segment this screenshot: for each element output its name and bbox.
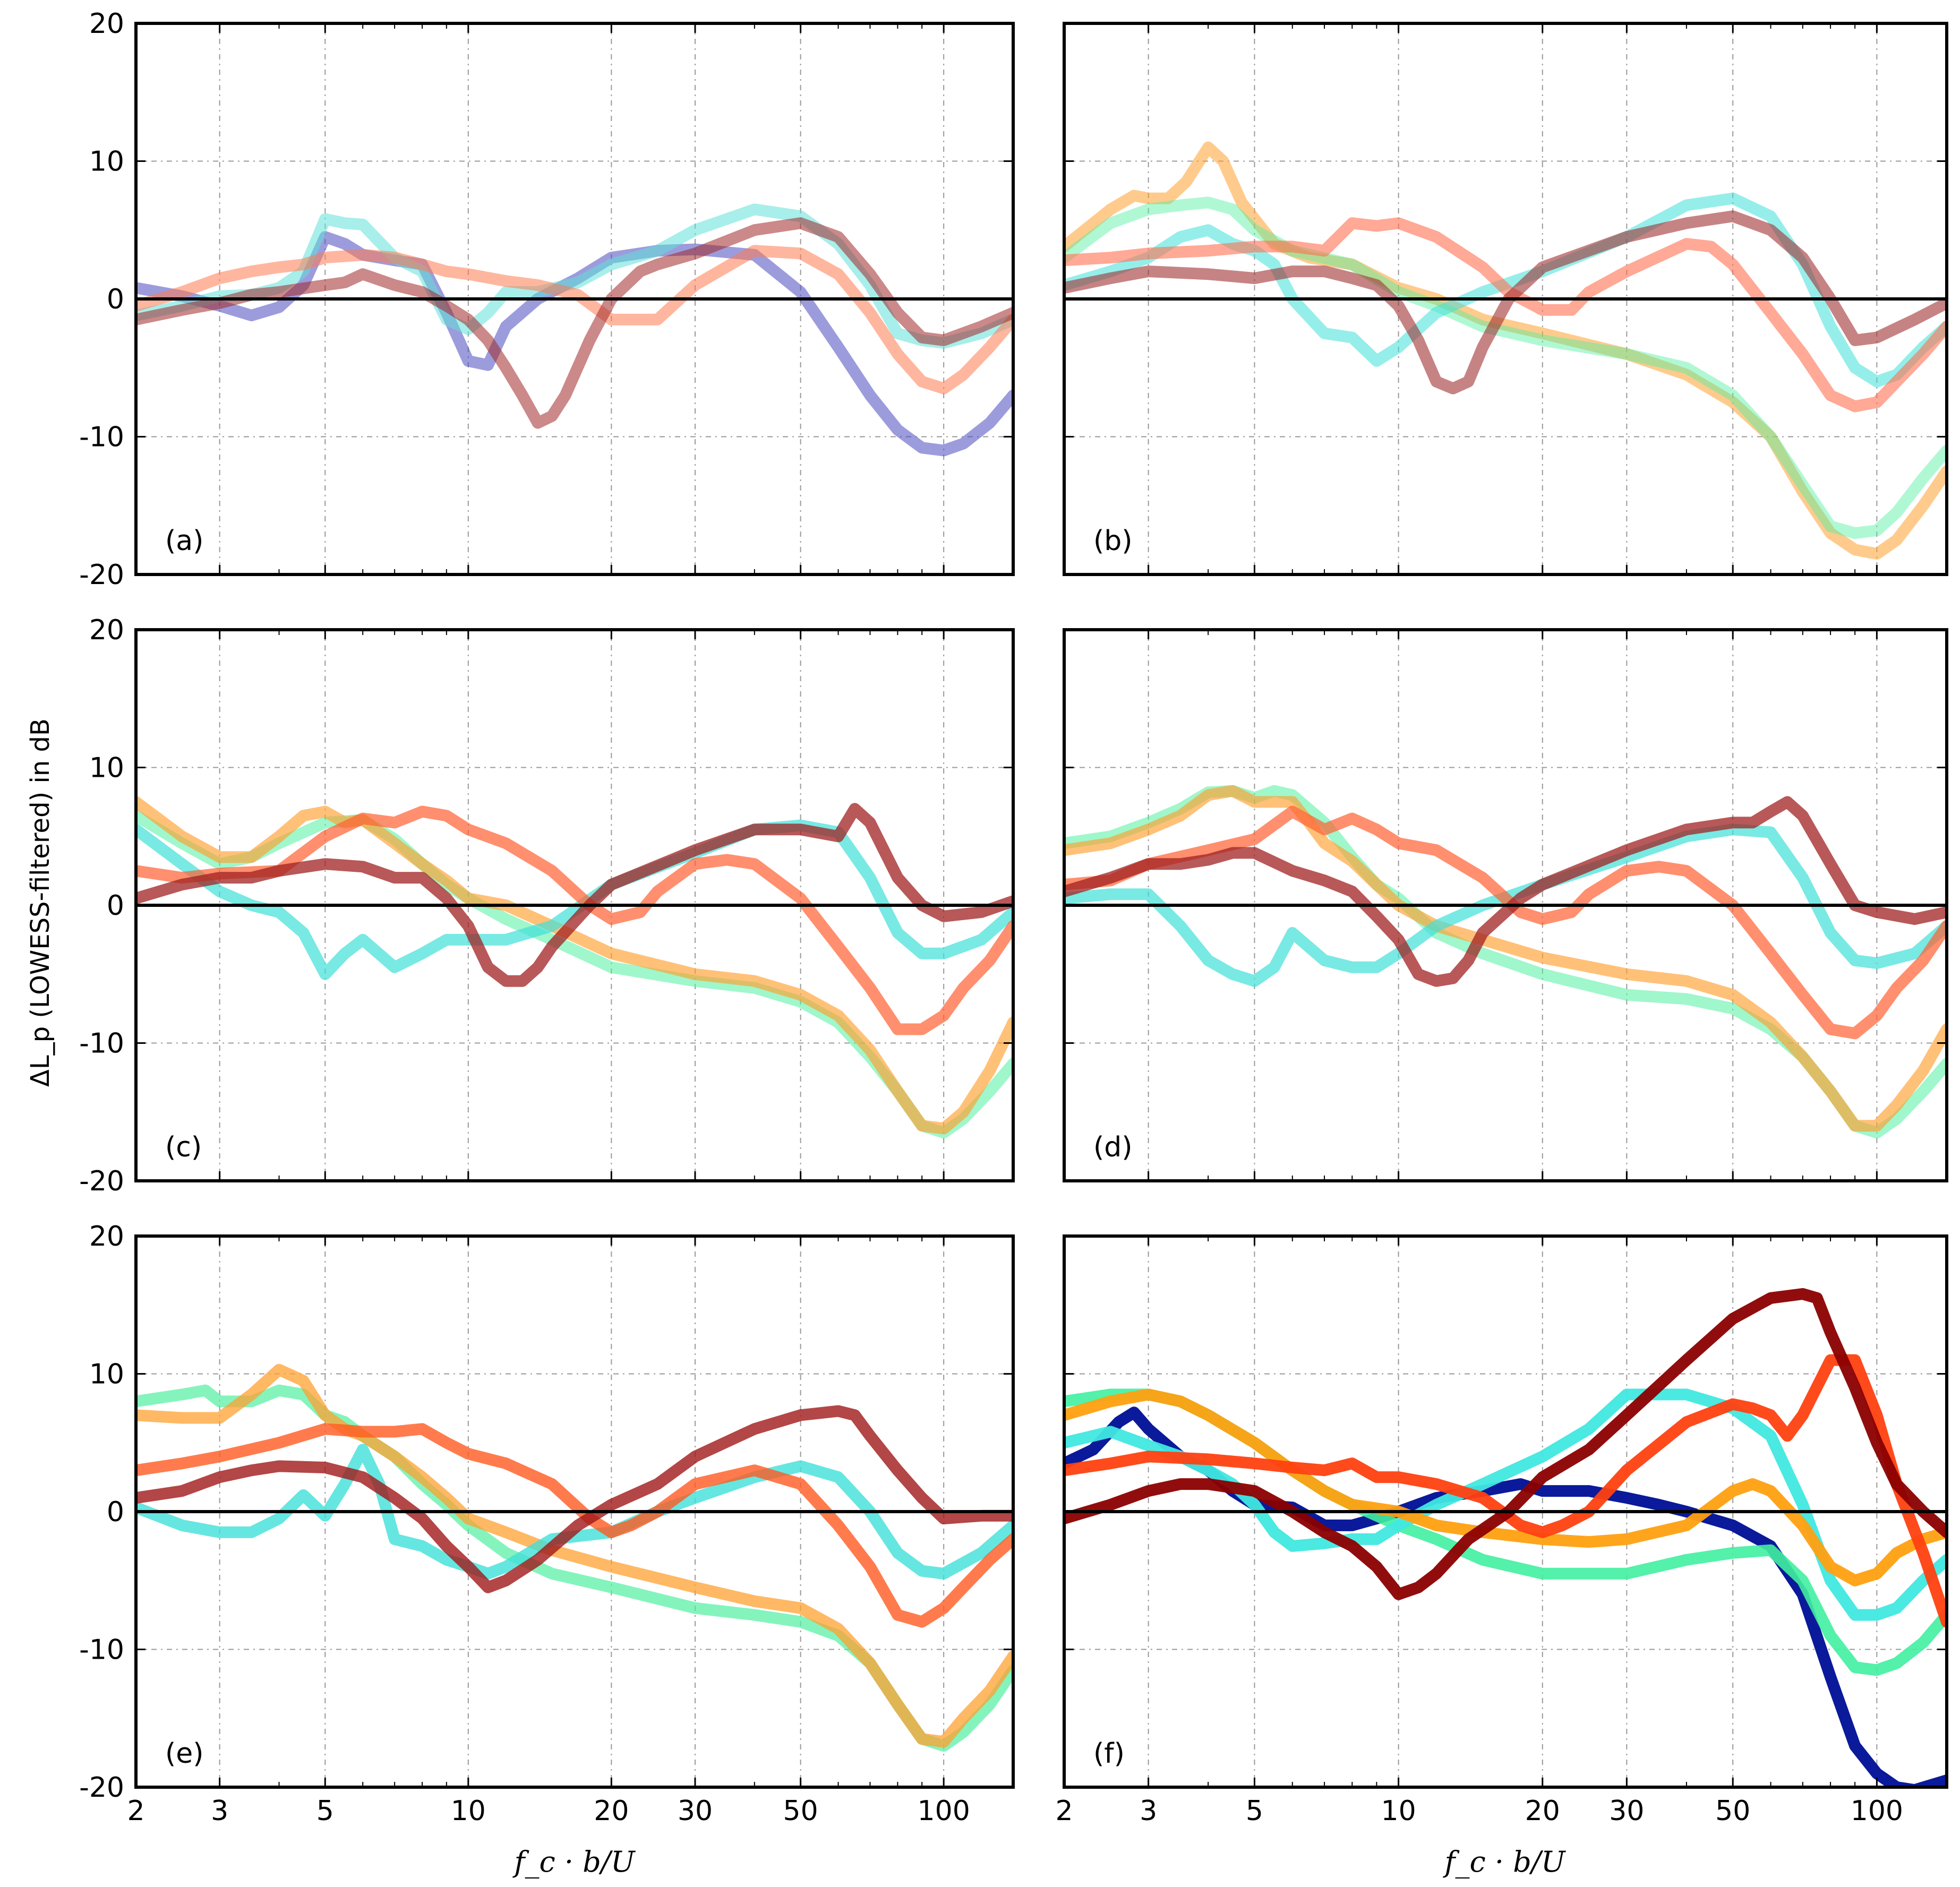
series-line-cyan <box>136 819 1013 980</box>
series-line-darkred <box>136 803 1013 987</box>
y-tick-label: -10 <box>79 1028 124 1060</box>
series-line-cyan <box>1064 192 1947 388</box>
y-tick-label: 10 <box>89 146 124 178</box>
series-line-orangered <box>136 805 1013 1035</box>
y-tick-label: 10 <box>89 752 124 784</box>
y-tick-label: -20 <box>79 1772 124 1804</box>
x-axis-label-right: f_c · b/U <box>1443 1845 1566 1879</box>
x-tick-label: 10 <box>1381 1795 1416 1827</box>
y-tick-label: -20 <box>79 559 124 591</box>
y-tick-label: 20 <box>89 614 124 646</box>
y-tick-label: 20 <box>89 8 124 40</box>
x-tick-label: 100 <box>1851 1795 1903 1827</box>
panel-frame <box>1063 1234 1948 1789</box>
y-tick-label: 0 <box>107 1496 124 1528</box>
x-tick-label: 3 <box>211 1795 228 1827</box>
x-tick-label: 20 <box>594 1795 629 1827</box>
panel-f: 2 3 5 10 20 30 50 100 (f) <box>1055 1234 1948 1827</box>
x-tick-label: 50 <box>783 1795 818 1827</box>
panel-label: (e) <box>165 1738 204 1770</box>
series-line-darkred <box>1064 210 1947 394</box>
panel-label: (c) <box>165 1131 202 1163</box>
x-tick-label: 100 <box>918 1795 970 1827</box>
panel-label: (b) <box>1093 525 1133 557</box>
y-tick-label: -10 <box>79 422 124 453</box>
series-line-mint <box>1064 196 1947 539</box>
panel-b: (b) <box>1063 22 1948 576</box>
series-line-orange <box>136 1363 1013 1748</box>
series-line-mint <box>136 810 1013 1139</box>
panel-frame <box>134 22 1015 576</box>
x-axis-label-left: f_c · b/U <box>512 1845 636 1879</box>
x-tick-label: 5 <box>316 1795 334 1827</box>
series-line-orange <box>1064 1388 1947 1586</box>
panel-label: (d) <box>1093 1131 1133 1163</box>
y-tick-label: 0 <box>107 284 124 315</box>
x-tick-label: 20 <box>1525 1795 1560 1827</box>
series-line-cyan <box>1064 1388 1947 1621</box>
series-line-salmon <box>1064 217 1947 413</box>
series-line-orangered <box>1064 805 1947 1040</box>
series-line-orangered <box>136 1423 1013 1628</box>
panel-label: (f) <box>1093 1738 1125 1770</box>
series-line-darkred <box>136 1405 1013 1593</box>
panel-d: (d) <box>1063 628 1948 1182</box>
x-tick-label: 5 <box>1246 1795 1263 1827</box>
series-line-salmon <box>136 245 1013 394</box>
y-tick-label: 20 <box>89 1221 124 1253</box>
panel-c: 20 10 0 -10 -20 (c) <box>79 614 1015 1197</box>
series-line-cyan <box>136 203 1013 349</box>
x-tick-label: 2 <box>127 1795 144 1827</box>
panel-frame <box>1063 628 1948 1182</box>
series-line-cyan <box>136 1444 1013 1580</box>
y-axis-label: ΔL_p (LOWESS-filtered) in dB <box>25 718 55 1087</box>
x-tick-label: 50 <box>1715 1795 1750 1827</box>
y-tick-label: 10 <box>89 1359 124 1391</box>
x-tick-label: 30 <box>678 1795 713 1827</box>
x-tick-label: 3 <box>1140 1795 1157 1827</box>
series-line-darkred <box>136 217 1013 429</box>
x-tick-label: 2 <box>1055 1795 1073 1827</box>
x-tick-label: 30 <box>1609 1795 1644 1827</box>
panel-label: (a) <box>165 525 203 557</box>
panel-frame <box>1063 22 1948 576</box>
y-tick-label: -10 <box>79 1634 124 1666</box>
y-tick-label: -20 <box>79 1165 124 1197</box>
panel-frame <box>134 1234 1015 1789</box>
series-line-orange <box>1064 785 1947 1132</box>
series-line-cyan <box>1064 824 1947 987</box>
series-line-darkred <box>1064 796 1947 987</box>
panel-frame <box>134 628 1015 1182</box>
y-tick-label: 0 <box>107 890 124 922</box>
panel-a: 20 10 0 -10 -20 (a) <box>79 8 1015 591</box>
x-tick-label: 10 <box>451 1795 486 1827</box>
